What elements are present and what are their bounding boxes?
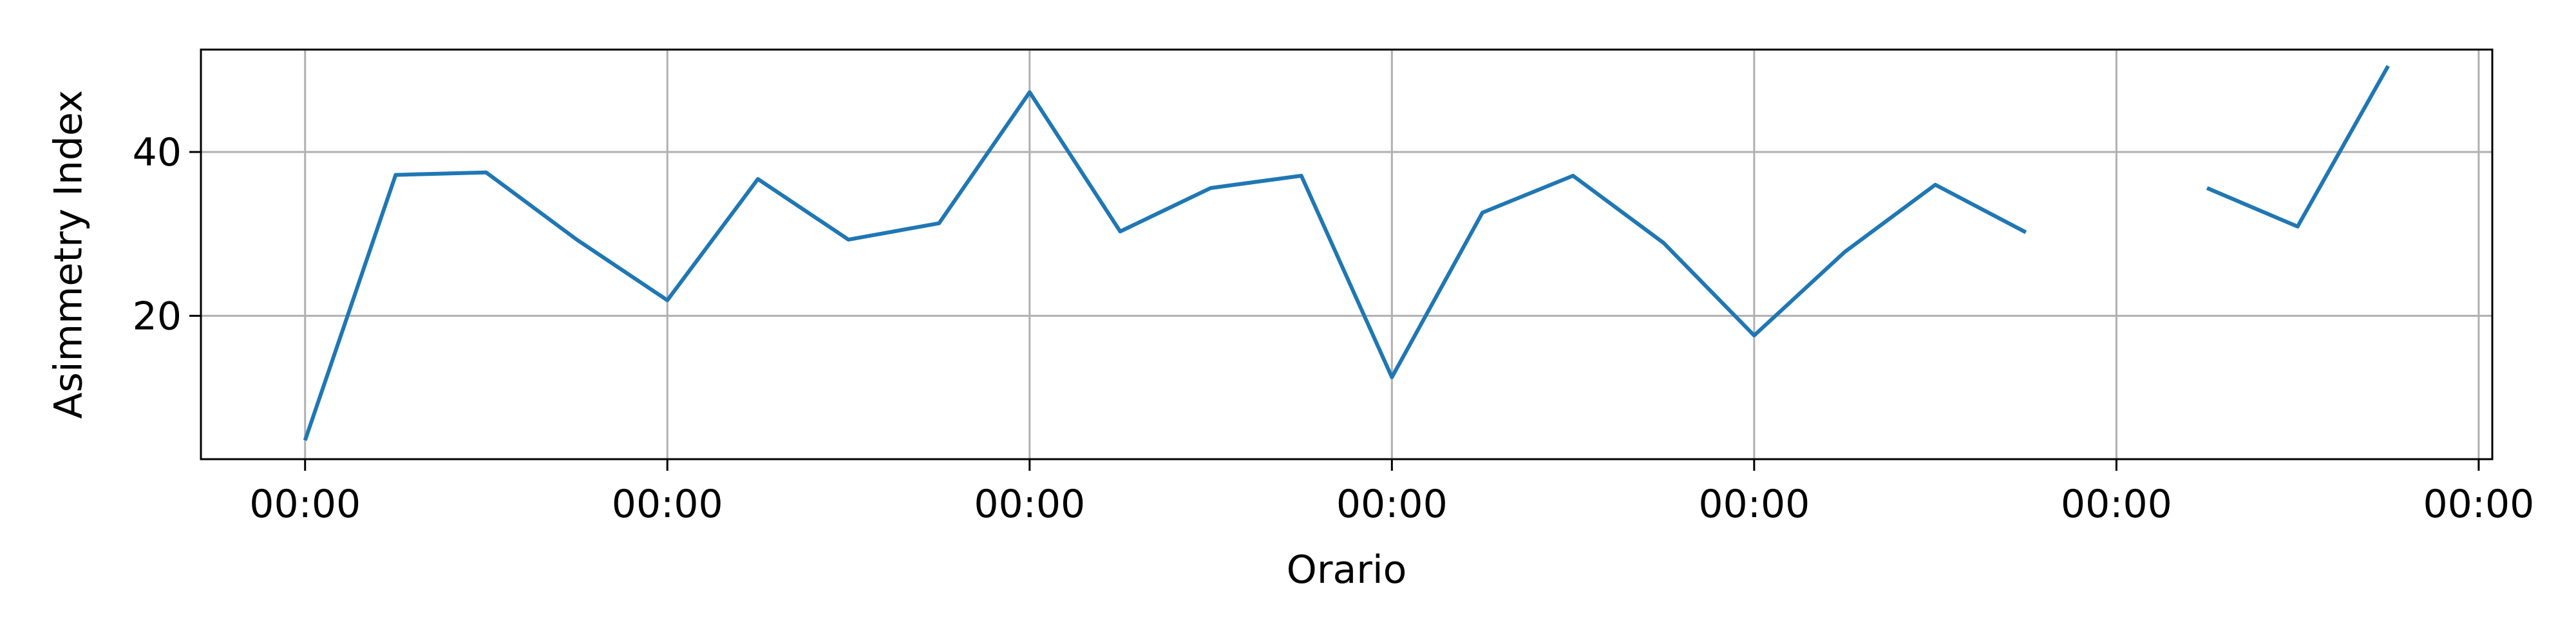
x-tick-label: 00:00 <box>2061 482 2172 527</box>
y-axis-label: Asimmetry Index <box>46 90 91 419</box>
grid <box>201 50 2492 459</box>
x-tick-label: 00:00 <box>612 482 723 527</box>
x-tick-label: 00:00 <box>2423 482 2534 527</box>
x-tick-label: 00:00 <box>1698 482 1810 527</box>
y-tick-label: 40 <box>133 130 182 175</box>
x-tick-label: 00:00 <box>974 482 1085 527</box>
x-tick-label: 00:00 <box>249 482 361 527</box>
x-tick-label: 00:00 <box>1336 482 1448 527</box>
plot-frame <box>200 48 2494 460</box>
series-line <box>2206 64 2390 229</box>
x-axis: 00:00 00:00 00:00 00:00 00:00 00:00 00:00 <box>249 459 2534 527</box>
series-line <box>303 90 2027 441</box>
series-layer <box>303 64 2390 441</box>
y-tick-label: 20 <box>133 294 182 339</box>
x-axis-label: Orario <box>1287 547 1407 592</box>
